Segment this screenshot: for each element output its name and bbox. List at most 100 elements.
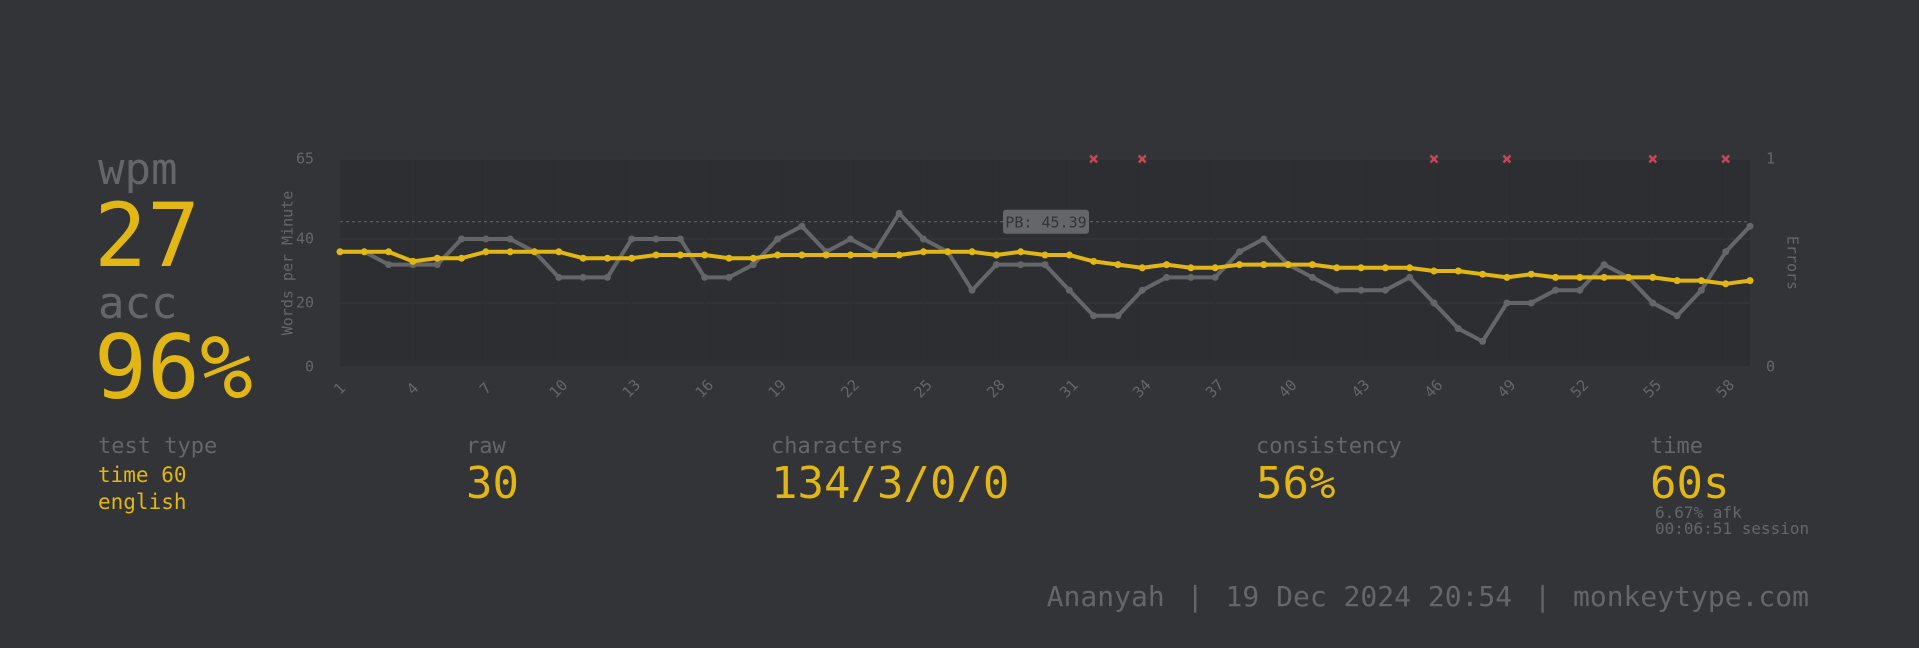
point <box>1138 286 1146 294</box>
point <box>1406 264 1414 272</box>
point <box>992 251 1000 259</box>
point <box>385 248 393 256</box>
x-tick-label: 55 <box>1640 376 1666 402</box>
point <box>1090 312 1098 320</box>
point <box>847 251 855 259</box>
x-tick-label: 10 <box>546 376 572 402</box>
point <box>530 248 538 256</box>
x-tick-label: 19 <box>764 376 790 402</box>
point <box>1211 273 1219 281</box>
separator: | <box>1186 580 1204 613</box>
point <box>1235 248 1243 256</box>
point <box>725 254 733 262</box>
point <box>603 273 611 281</box>
point <box>1284 261 1292 269</box>
point <box>1308 261 1316 269</box>
point <box>1649 273 1657 281</box>
point <box>1673 277 1681 285</box>
point <box>360 248 368 256</box>
x-tick-label: 4 <box>403 379 422 398</box>
date: 19 Dec 2024 20:54 <box>1225 580 1513 613</box>
separator: | <box>1534 580 1551 613</box>
error-marker <box>1137 154 1147 164</box>
point <box>1065 286 1073 294</box>
user-name[interactable]: Ananyah <box>1046 580 1165 613</box>
stat-value: english <box>98 490 187 514</box>
x-tick-label: 22 <box>837 376 863 402</box>
point <box>1260 235 1268 243</box>
point <box>1503 273 1511 281</box>
y-tick-label: 0 <box>305 358 314 376</box>
x-tick-label: 49 <box>1494 376 1520 402</box>
x-tick-label: 13 <box>619 376 645 402</box>
point <box>1187 273 1195 281</box>
point <box>1041 261 1049 269</box>
point <box>1697 286 1705 294</box>
point <box>1430 267 1438 275</box>
point <box>774 251 782 259</box>
y-axis-title: Words per Minute <box>279 191 297 336</box>
point <box>676 251 684 259</box>
x-tick-label: 58 <box>1713 376 1739 402</box>
point <box>1406 273 1414 281</box>
point <box>1138 264 1146 272</box>
stat-label: characters <box>771 434 904 459</box>
point <box>1333 264 1341 272</box>
point <box>628 254 636 262</box>
point <box>1163 261 1171 269</box>
point <box>1114 261 1122 269</box>
point <box>1090 257 1098 265</box>
point <box>1479 270 1487 278</box>
x-tick-label: 52 <box>1567 376 1593 402</box>
point <box>1260 261 1268 269</box>
stat-label: raw <box>466 434 506 459</box>
point <box>1722 248 1730 256</box>
point <box>1017 261 1025 269</box>
acc-label: acc <box>98 278 178 329</box>
point <box>579 254 587 262</box>
point <box>1746 222 1754 230</box>
point <box>458 254 466 262</box>
point <box>1114 312 1122 320</box>
x-tick-label: 46 <box>1421 376 1447 402</box>
point <box>1381 286 1389 294</box>
point <box>701 273 709 281</box>
x-tick-label: 43 <box>1348 376 1374 402</box>
x-tick-label: 16 <box>692 376 718 402</box>
point <box>1187 264 1195 272</box>
point <box>798 251 806 259</box>
point <box>1041 251 1049 259</box>
pb-label: PB: 45.39 <box>1005 213 1086 231</box>
point <box>895 251 903 259</box>
error-marker <box>1089 154 1099 164</box>
point <box>1017 248 1025 256</box>
x-tick-label: 25 <box>910 376 936 402</box>
point <box>1065 251 1073 259</box>
point <box>1600 273 1608 281</box>
x-tick-label: 7 <box>476 379 495 398</box>
point <box>1649 299 1657 307</box>
point <box>1673 312 1681 320</box>
point <box>1333 286 1341 294</box>
point <box>579 273 587 281</box>
stat-value: time 60 <box>98 463 187 487</box>
point <box>895 209 903 217</box>
point <box>1479 337 1487 345</box>
point <box>725 273 733 281</box>
error-marker <box>1721 154 1731 164</box>
point <box>1357 286 1365 294</box>
point <box>1430 299 1438 307</box>
point <box>968 286 976 294</box>
y2-tick-label: 0 <box>1766 358 1775 376</box>
point <box>652 235 660 243</box>
point <box>919 248 927 256</box>
point <box>676 235 684 243</box>
site[interactable]: monkeytype.com <box>1572 580 1809 613</box>
point <box>944 248 952 256</box>
stat-value: 30 <box>466 458 519 509</box>
stat-label: time <box>1650 434 1703 459</box>
point <box>1503 299 1511 307</box>
y-tick-label: 40 <box>296 230 314 248</box>
point <box>1454 267 1462 275</box>
